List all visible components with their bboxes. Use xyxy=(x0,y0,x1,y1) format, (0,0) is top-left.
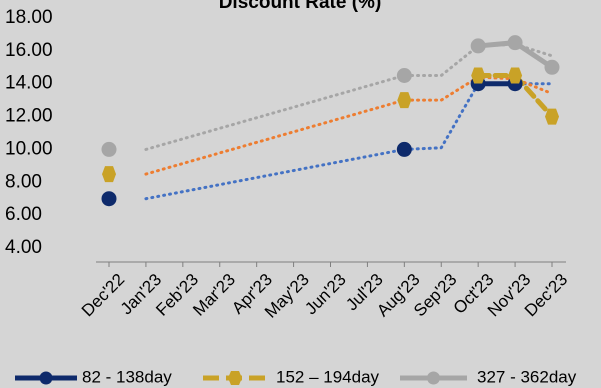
legend-marker-1 xyxy=(228,371,242,385)
legend-label: 327 - 362day xyxy=(477,367,577,386)
y-tick-label: 12.00 xyxy=(5,106,53,127)
data-point xyxy=(102,166,116,183)
data-point xyxy=(508,67,523,84)
y-tick-label: 6.00 xyxy=(5,204,42,225)
legend-label: 152 – 194day xyxy=(276,367,380,386)
trendline-2 xyxy=(144,42,554,151)
y-tick-label: 18.00 xyxy=(5,7,53,28)
data-point xyxy=(396,141,412,157)
x-axis: Dec'22Jan'23Feb'23Mar'23Apr'23May'23Jun'… xyxy=(78,261,571,322)
y-axis: 4.00 6.00 8.00 10.00 12.00 14.00 16.00 18.00 xyxy=(5,7,53,258)
chart-legend: 82 - 138day 152 – 194day 327 - 362day xyxy=(15,367,577,386)
y-tick-label: 8.00 xyxy=(5,171,42,192)
data-point xyxy=(470,38,486,54)
legend-marker-0 xyxy=(39,371,53,385)
data-point xyxy=(544,59,560,75)
trendlines xyxy=(144,42,554,201)
chart-title: Discount Rate (%) xyxy=(219,0,382,13)
y-tick-label: 10.00 xyxy=(5,138,53,159)
data-point xyxy=(545,108,559,125)
y-tick-label: 14.00 xyxy=(5,73,53,94)
x-tick-label: Dec'22 xyxy=(78,270,128,320)
data-points xyxy=(101,35,560,207)
legend-label: 82 - 138day xyxy=(82,367,172,386)
x-tick-label: Mar'23 xyxy=(189,270,239,320)
x-tick-label: Jun'23 xyxy=(301,270,349,318)
data-point xyxy=(471,67,486,84)
trendline-1 xyxy=(144,75,554,176)
y-tick-label: 16.00 xyxy=(5,40,53,61)
data-point xyxy=(396,68,412,83)
trendline-0 xyxy=(144,82,554,201)
legend-marker-2 xyxy=(427,371,440,385)
y-tick-label: 4.00 xyxy=(5,237,42,258)
data-point xyxy=(101,191,117,207)
data-point xyxy=(507,35,523,51)
data-point xyxy=(101,141,117,157)
data-point xyxy=(397,92,412,109)
